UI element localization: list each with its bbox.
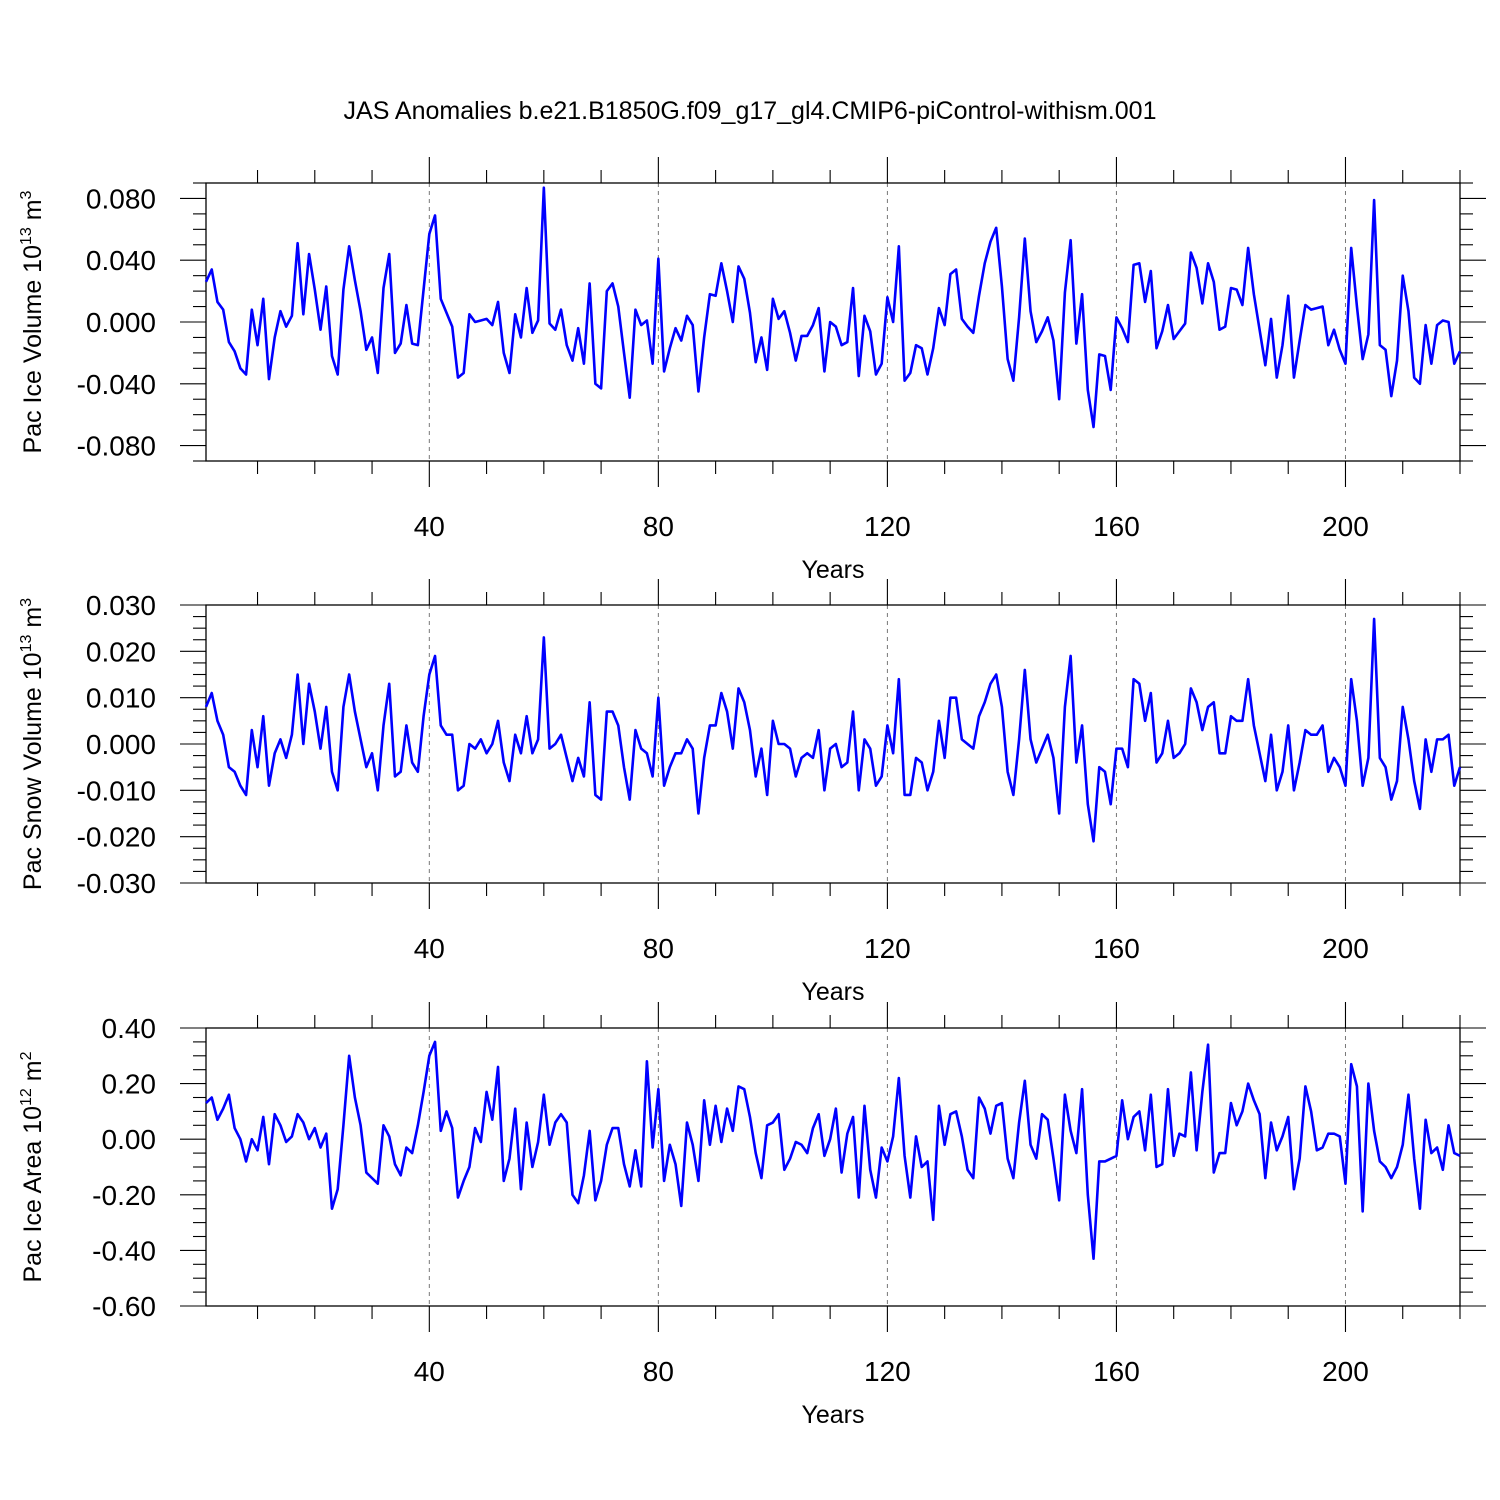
x-tick-label: 40: [414, 1356, 445, 1387]
y-axis-label: Pac Ice Volume 1013 m3: [18, 190, 47, 453]
plot-frame: [205, 1027, 1461, 1307]
y-tick-label: -0.60: [92, 1291, 156, 1322]
x-axis-label: Years: [801, 978, 864, 1006]
x-tick-label: 120: [864, 933, 911, 964]
y-axis-label: Pac Snow Volume 1013 m3: [18, 598, 47, 890]
y-tick-label: -0.020: [77, 822, 156, 853]
y-tick-label: -0.080: [77, 431, 156, 462]
chart-panel-1: 40 80 120 160 200 -0.080 -0.040 0.000 0.040 0.080…: [18, 157, 1486, 584]
x-tick-label: 120: [864, 1356, 911, 1387]
series-line-1: [204, 617, 1462, 843]
chart-panel-3: 40 80 120 160 200 -0.60 -0.40 -0.20 0.00 0.20 0.40…: [18, 1002, 1486, 1429]
series-line-1: [204, 186, 1462, 429]
y-tick-label: 0.040: [86, 245, 156, 276]
panels-container: 40 80 120 160 200 -0.080 -0.040 0.000 0.040 0.080…: [18, 157, 1486, 1429]
y-axis-label-base: Pac Snow Volume 10: [19, 652, 47, 890]
y-axis-label: Pac Ice Area 1012 m2: [18, 1051, 47, 1282]
y-tick-label: -0.040: [77, 369, 156, 400]
y-tick-label: -0.010: [77, 775, 156, 806]
y-axis-label-base: Pac Ice Area 10: [19, 1106, 47, 1283]
x-tick-label: 120: [864, 511, 911, 542]
x-tick-label: 80: [643, 1356, 674, 1387]
x-tick-label: 80: [643, 511, 674, 542]
x-axis-label: Years: [801, 556, 864, 584]
y-axis-label-unit-exponent: 2: [18, 1051, 35, 1060]
x-axis-label: Years: [801, 1401, 864, 1429]
y-axis-label-exponent: 12: [18, 1088, 35, 1106]
x-tick-label: 200: [1322, 511, 1369, 542]
x-tick-label: 80: [643, 933, 674, 964]
x-tick-label: 200: [1322, 1356, 1369, 1387]
x-tick-label: 160: [1093, 1356, 1140, 1387]
y-axis-label-unit: m: [19, 1060, 47, 1088]
y-tick-label: 0.080: [86, 183, 156, 214]
x-tick-label: 40: [414, 933, 445, 964]
y-tick-label: 0.000: [86, 307, 156, 338]
y-tick-label: -0.030: [77, 868, 156, 899]
y-tick-label: 0.40: [102, 1013, 157, 1044]
x-tick-label: 40: [414, 511, 445, 542]
y-axis-label-exponent: 13: [18, 635, 35, 653]
figure-title: JAS Anomalies b.e21.B1850G.f09_g17_gl4.C…: [344, 97, 1157, 125]
y-axis-label-base: Pac Ice Volume 10: [19, 245, 47, 453]
y-axis-label-unit: m: [19, 199, 47, 227]
chart-panel-2: 40 80 120 160 200 -0.030 -0.020 -0.010 0.000 0.01…: [18, 579, 1486, 1006]
y-tick-label: 0.20: [102, 1069, 157, 1100]
y-tick-label: 0.00: [102, 1124, 157, 1155]
y-tick-label: 0.010: [86, 683, 156, 714]
y-tick-label: 0.030: [86, 590, 156, 621]
y-axis-label-unit-exponent: 3: [18, 190, 35, 199]
y-axis-label-unit: m: [19, 607, 47, 635]
y-tick-label: -0.40: [92, 1235, 156, 1266]
x-tick-label: 160: [1093, 933, 1140, 964]
y-axis-label-exponent: 13: [18, 227, 35, 245]
x-tick-label: 200: [1322, 933, 1369, 964]
y-tick-label: 0.000: [86, 729, 156, 760]
y-tick-label: -0.20: [92, 1180, 156, 1211]
y-axis-label-unit-exponent: 3: [18, 598, 35, 607]
series-line-1: [205, 1040, 1461, 1261]
y-tick-label: 0.020: [86, 636, 156, 667]
x-tick-label: 160: [1093, 511, 1140, 542]
